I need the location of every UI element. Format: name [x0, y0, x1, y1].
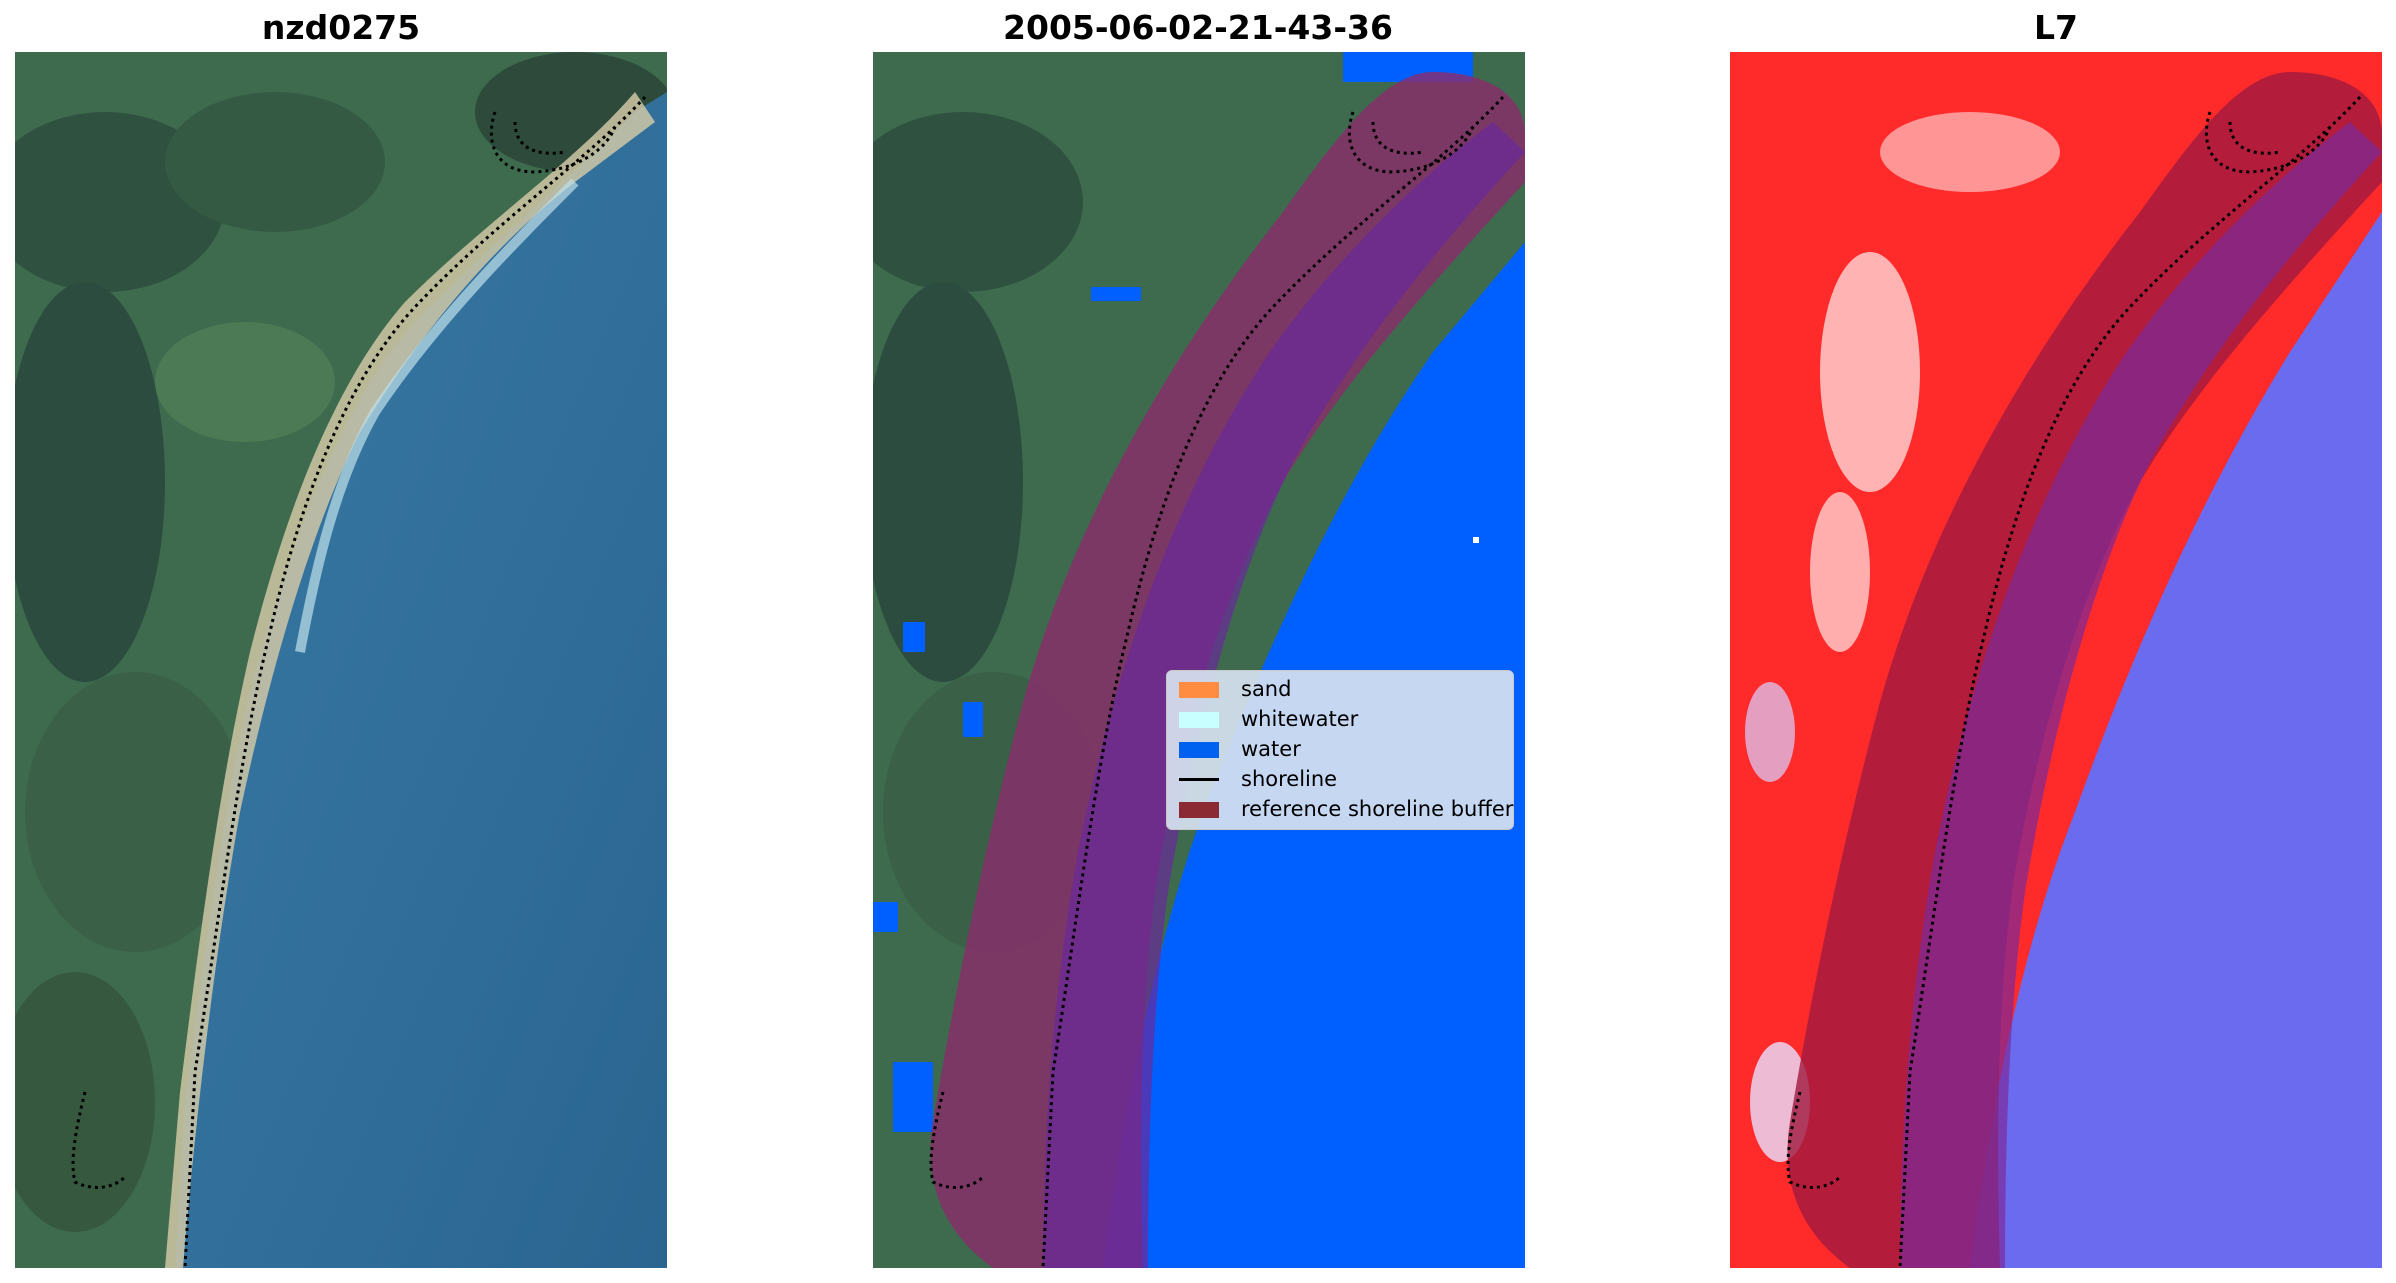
shoreline-line-swatch	[1179, 778, 1219, 781]
buffer-swatch	[1179, 802, 1219, 818]
panel-title-date: 2005-06-02-21-43-36	[1003, 8, 1393, 47]
panel-title-satellite: L7	[2034, 8, 2078, 47]
panel-title-image-id: nzd0275	[261, 8, 421, 47]
rgb-image	[15, 52, 667, 1268]
index-panel	[1730, 52, 2382, 1268]
whitewater-swatch	[1179, 712, 1219, 728]
classification-image	[873, 52, 1525, 1268]
water-swatch	[1179, 742, 1219, 758]
index-image	[1730, 52, 2382, 1268]
shoreline-trace	[1041, 95, 1505, 1268]
classification-legend: sand whitewater water shoreline referenc…	[1166, 670, 1514, 830]
classification-panel	[873, 52, 1525, 1268]
rgb-image-panel	[15, 52, 667, 1268]
sand-swatch	[1179, 682, 1219, 698]
shoreline-trace	[1898, 95, 2362, 1268]
shoreline-trace	[183, 95, 647, 1268]
